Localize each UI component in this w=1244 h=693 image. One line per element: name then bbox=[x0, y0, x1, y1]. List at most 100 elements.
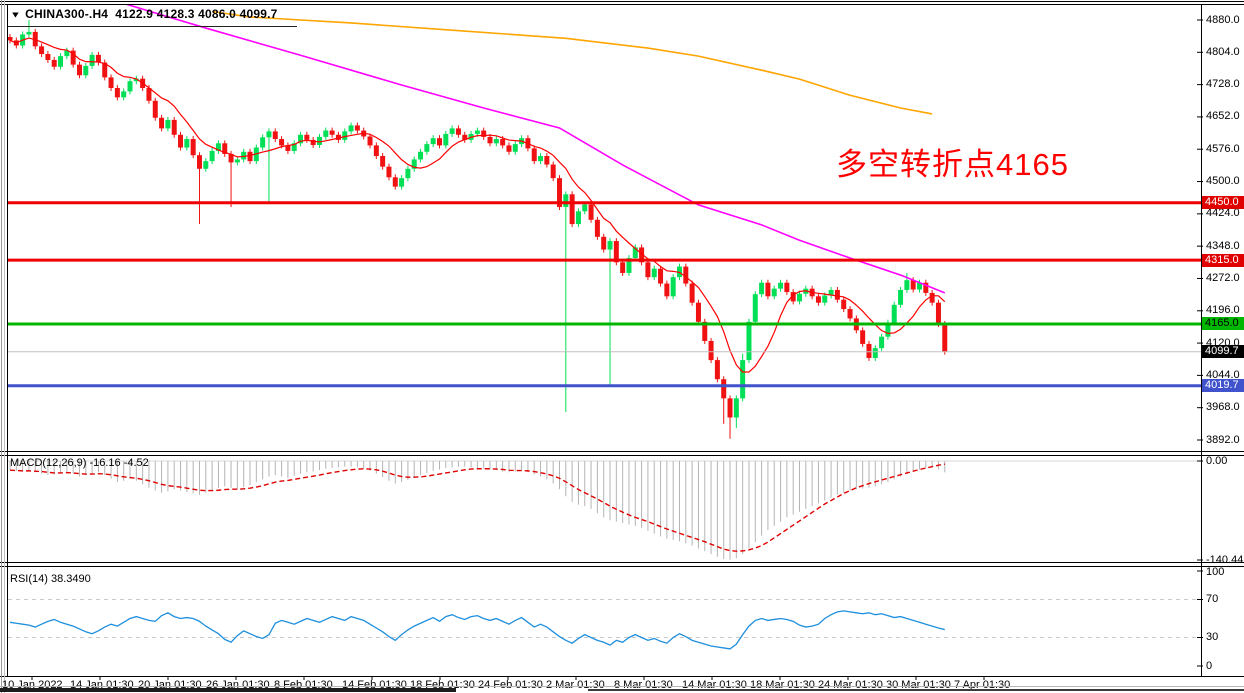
candle-body bbox=[866, 343, 872, 358]
rsi-axis-label: 100 bbox=[1206, 565, 1225, 578]
candle-body bbox=[898, 289, 904, 305]
candle-body bbox=[929, 292, 935, 303]
candle-body bbox=[310, 139, 316, 145]
candle-body bbox=[556, 178, 562, 208]
candle-body bbox=[209, 150, 215, 162]
candle-body bbox=[651, 268, 657, 278]
candle-body bbox=[127, 81, 133, 92]
candle-body bbox=[942, 323, 948, 352]
candle-body bbox=[481, 130, 487, 137]
price-axis-label: 4272.0 bbox=[1206, 271, 1240, 284]
candle-body bbox=[462, 134, 468, 140]
candle-body bbox=[531, 148, 537, 162]
candle-body bbox=[487, 136, 493, 144]
candle-body bbox=[740, 360, 746, 399]
horizontal-scrollbar-track[interactable] bbox=[588, 689, 1244, 691]
candle-body bbox=[316, 136, 322, 145]
price-axis-label: 4576.0 bbox=[1206, 142, 1240, 155]
candle-body bbox=[784, 282, 790, 293]
macd-axis-label: 0.00 bbox=[1206, 454, 1228, 467]
candle-body bbox=[178, 134, 184, 148]
candle-body bbox=[64, 50, 70, 57]
time-axis-label: 24 Mar 01:30 bbox=[818, 679, 883, 691]
candle-body bbox=[108, 77, 114, 89]
candle-body bbox=[733, 398, 739, 418]
candle-body bbox=[601, 236, 607, 250]
rsi-panel bbox=[8, 599, 1201, 650]
candle-body bbox=[304, 134, 310, 140]
main-chart-panel bbox=[8, 5, 1201, 439]
candle-body bbox=[121, 91, 127, 98]
price-axis-label: 4652.0 bbox=[1206, 110, 1240, 123]
candle-body bbox=[70, 50, 76, 65]
price-axis-label: 4348.0 bbox=[1206, 239, 1240, 252]
candle-body bbox=[436, 138, 442, 146]
candle-body bbox=[765, 282, 771, 297]
candle-body bbox=[430, 138, 436, 145]
candle-body bbox=[828, 289, 834, 296]
candle-body bbox=[247, 151, 253, 162]
macd-axis-label: -140.44 bbox=[1206, 553, 1244, 566]
rsi-axis-label: 70 bbox=[1206, 593, 1219, 605]
price-badge: 4165.0 bbox=[1202, 317, 1244, 331]
candle-body bbox=[8, 37, 13, 41]
price-axis-label: 4196.0 bbox=[1206, 304, 1240, 317]
candle-body bbox=[26, 31, 32, 35]
price-axis-label: 4880.0 bbox=[1206, 13, 1240, 26]
candle-body bbox=[500, 139, 506, 146]
candle-body bbox=[841, 299, 847, 310]
candle-body bbox=[860, 330, 866, 344]
candle-body bbox=[329, 130, 335, 135]
candle-body bbox=[771, 288, 777, 297]
candle-body bbox=[815, 296, 821, 303]
candle-body bbox=[291, 143, 297, 151]
candle-body bbox=[474, 130, 480, 134]
annotation-text: 多空转折点4165 bbox=[836, 147, 1069, 182]
candle-body bbox=[639, 247, 645, 263]
candle-body bbox=[879, 336, 885, 349]
candle-body bbox=[102, 62, 108, 78]
candle-body bbox=[664, 283, 670, 297]
time-axis-label: 8 Mar 01:30 bbox=[614, 679, 673, 691]
rsi-indicator-label: RSI(14) 38.3490 bbox=[10, 573, 91, 585]
candle-body bbox=[550, 164, 556, 179]
candle-body bbox=[323, 130, 329, 137]
time-axis-label: 30 Mar 01:30 bbox=[886, 679, 951, 691]
candle-body bbox=[752, 294, 758, 322]
candle-body bbox=[582, 204, 588, 212]
price-badge: 4099.7 bbox=[1202, 345, 1244, 359]
macd-panel bbox=[8, 460, 1201, 560]
bottom-frame-line bbox=[0, 686, 1244, 687]
candle-body bbox=[904, 280, 910, 290]
horizontal-scrollbar-thumb[interactable] bbox=[0, 688, 456, 692]
time-axis-label: 18 Mar 01:30 bbox=[750, 679, 815, 691]
candle-body bbox=[822, 295, 828, 303]
price-axis-label: 4424.0 bbox=[1206, 207, 1240, 220]
window-frame-left-outer bbox=[1, 0, 2, 693]
candle-body bbox=[910, 280, 916, 290]
rsi-axis-label: 30 bbox=[1206, 631, 1219, 643]
chart-title: ▼ CHINA300-.H4 4122.9 4128.3 4086.0 4099.… bbox=[10, 7, 277, 21]
price-axis-label: 4804.0 bbox=[1206, 45, 1240, 58]
candle-body bbox=[342, 131, 348, 140]
candle-body bbox=[683, 266, 689, 284]
window-frame-left-inner bbox=[4, 0, 5, 693]
candle-body bbox=[89, 54, 95, 66]
ma-slow-line bbox=[211, 10, 933, 115]
candle-body bbox=[411, 159, 417, 169]
price-badge: 4315.0 bbox=[1202, 253, 1244, 267]
candle-body bbox=[76, 64, 82, 76]
candle-body bbox=[885, 322, 891, 337]
candle-body bbox=[83, 65, 89, 76]
candle-body bbox=[184, 139, 190, 148]
candle-body bbox=[392, 177, 398, 187]
ohlc-values: 4122.9 4128.3 4086.0 4099.7 bbox=[115, 7, 278, 21]
candle-body bbox=[607, 241, 613, 250]
time-axis-label: 24 Feb 01:30 bbox=[478, 679, 543, 691]
chart-collapse-arrow-icon[interactable]: ▼ bbox=[10, 10, 22, 20]
candle-body bbox=[405, 168, 411, 179]
price-badge: 4450.0 bbox=[1202, 196, 1244, 210]
time-axis-label: 7 Apr 01:30 bbox=[954, 679, 1011, 691]
